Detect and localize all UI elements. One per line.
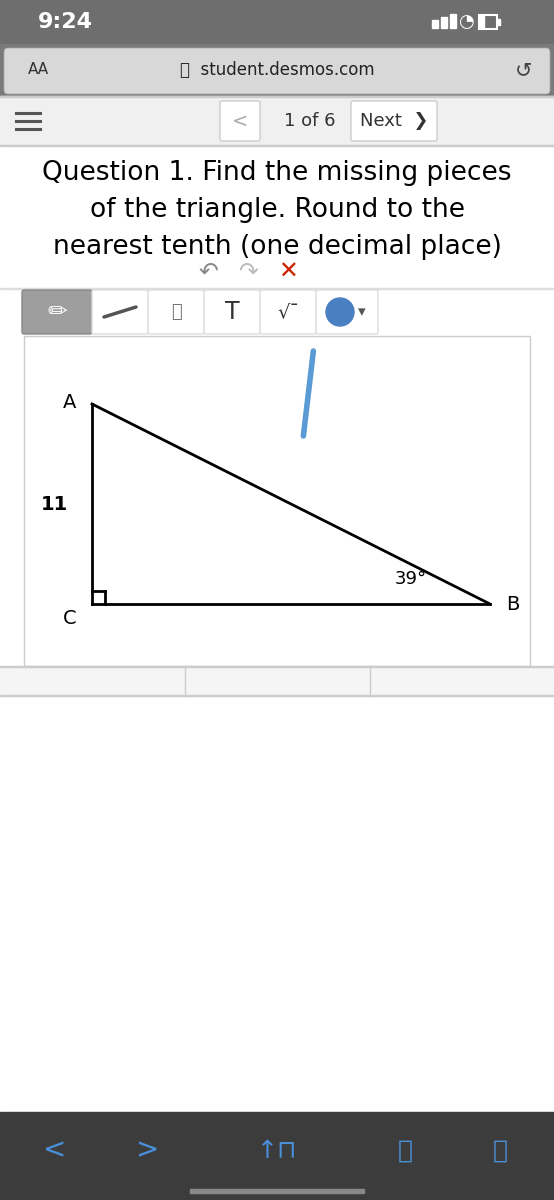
Bar xyxy=(0,44,554,96)
Bar xyxy=(0,146,554,256)
Bar xyxy=(0,666,554,696)
FancyBboxPatch shape xyxy=(204,290,260,334)
Text: Next  ❯: Next ❯ xyxy=(360,112,428,130)
Text: 9:24: 9:24 xyxy=(38,12,93,32)
Text: ⧉: ⧉ xyxy=(493,1139,507,1163)
Text: ↺: ↺ xyxy=(515,60,532,80)
Text: ↶: ↶ xyxy=(198,260,218,284)
Text: 11: 11 xyxy=(41,494,68,514)
Text: ⬜: ⬜ xyxy=(171,302,181,320)
FancyBboxPatch shape xyxy=(22,290,92,334)
Text: ✏: ✏ xyxy=(47,300,67,324)
FancyBboxPatch shape xyxy=(148,290,204,334)
Bar xyxy=(24,336,530,666)
Text: 39°: 39° xyxy=(395,570,427,588)
Circle shape xyxy=(326,298,354,326)
FancyBboxPatch shape xyxy=(260,290,316,334)
Text: 1 of 6: 1 of 6 xyxy=(284,112,336,130)
Text: AA: AA xyxy=(28,62,49,78)
Text: 🔒  student.desmos.com: 🔒 student.desmos.com xyxy=(179,61,375,79)
Bar xyxy=(480,16,484,28)
Bar xyxy=(0,1112,554,1200)
FancyBboxPatch shape xyxy=(316,290,378,334)
Bar xyxy=(450,14,456,28)
FancyBboxPatch shape xyxy=(351,101,437,140)
FancyBboxPatch shape xyxy=(92,290,148,334)
Text: >: > xyxy=(136,1136,160,1165)
Bar xyxy=(24,336,530,666)
Text: 📖: 📖 xyxy=(398,1139,413,1163)
Bar xyxy=(0,0,554,44)
Bar xyxy=(0,288,554,336)
Text: A: A xyxy=(63,392,76,412)
Bar xyxy=(190,1189,364,1193)
Text: T: T xyxy=(225,300,239,324)
Text: Question 1. Find the missing pieces
of the triangle. Round to the
nearest tenth : Question 1. Find the missing pieces of t… xyxy=(42,160,512,260)
FancyBboxPatch shape xyxy=(220,101,260,140)
Text: <: < xyxy=(232,112,248,131)
Bar xyxy=(441,17,447,28)
Text: C: C xyxy=(63,608,76,628)
Text: ✕: ✕ xyxy=(278,260,298,284)
Text: ↑⊓: ↑⊓ xyxy=(257,1139,297,1163)
Bar xyxy=(0,256,554,288)
Bar xyxy=(0,44,554,1112)
Bar xyxy=(479,14,497,29)
Bar xyxy=(0,96,554,146)
Bar xyxy=(432,20,438,28)
Text: B: B xyxy=(506,594,520,613)
FancyBboxPatch shape xyxy=(4,48,550,94)
Text: ▾: ▾ xyxy=(358,305,366,319)
Text: ↷: ↷ xyxy=(238,260,258,284)
Bar xyxy=(497,19,500,25)
Text: <: < xyxy=(43,1136,66,1165)
Text: √¯: √¯ xyxy=(277,302,299,322)
Text: ◔: ◔ xyxy=(458,13,474,31)
